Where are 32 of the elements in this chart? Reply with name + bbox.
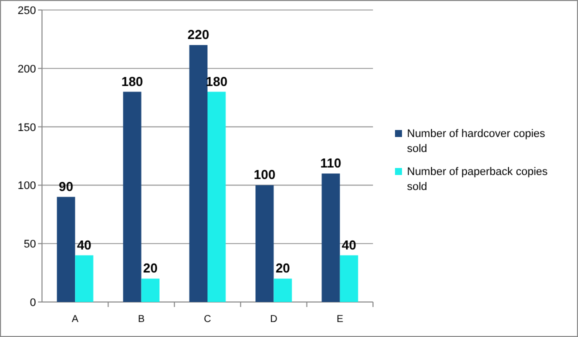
bar xyxy=(208,92,226,302)
x-tick-label: D xyxy=(270,314,278,325)
y-tick-label: 100 xyxy=(18,180,36,192)
data-label: 20 xyxy=(276,260,290,276)
y-tick-label: 0 xyxy=(30,297,36,309)
x-tick-label: C xyxy=(204,314,212,325)
bar xyxy=(274,278,292,302)
data-label: 110 xyxy=(320,156,342,171)
data-label: 180 xyxy=(121,74,144,89)
data-label: 100 xyxy=(254,167,276,182)
x-tick-label: E xyxy=(336,314,344,325)
y-tick-label: 50 xyxy=(24,238,36,251)
data-label: 20 xyxy=(143,260,158,276)
y-tick-label: 250 xyxy=(18,5,36,17)
bar xyxy=(56,196,76,302)
legend-label: Number of paperback copies sold xyxy=(407,166,548,193)
y-tick-label: 150 xyxy=(18,122,36,134)
bar xyxy=(322,174,340,302)
x-tick-label: A xyxy=(72,314,79,325)
bar xyxy=(255,185,274,302)
bar xyxy=(340,255,358,302)
bar xyxy=(189,45,208,302)
legend-label: Number of hardcover copies sold xyxy=(407,128,546,155)
x-tick-label: B xyxy=(138,314,145,325)
bar xyxy=(141,278,160,302)
bar xyxy=(75,255,94,302)
data-label: 220 xyxy=(188,27,210,42)
data-label: 90 xyxy=(58,178,74,194)
bar xyxy=(123,92,142,302)
y-tick-label: 200 xyxy=(18,63,36,76)
data-label: 40 xyxy=(76,237,92,252)
data-label: 40 xyxy=(342,237,356,252)
